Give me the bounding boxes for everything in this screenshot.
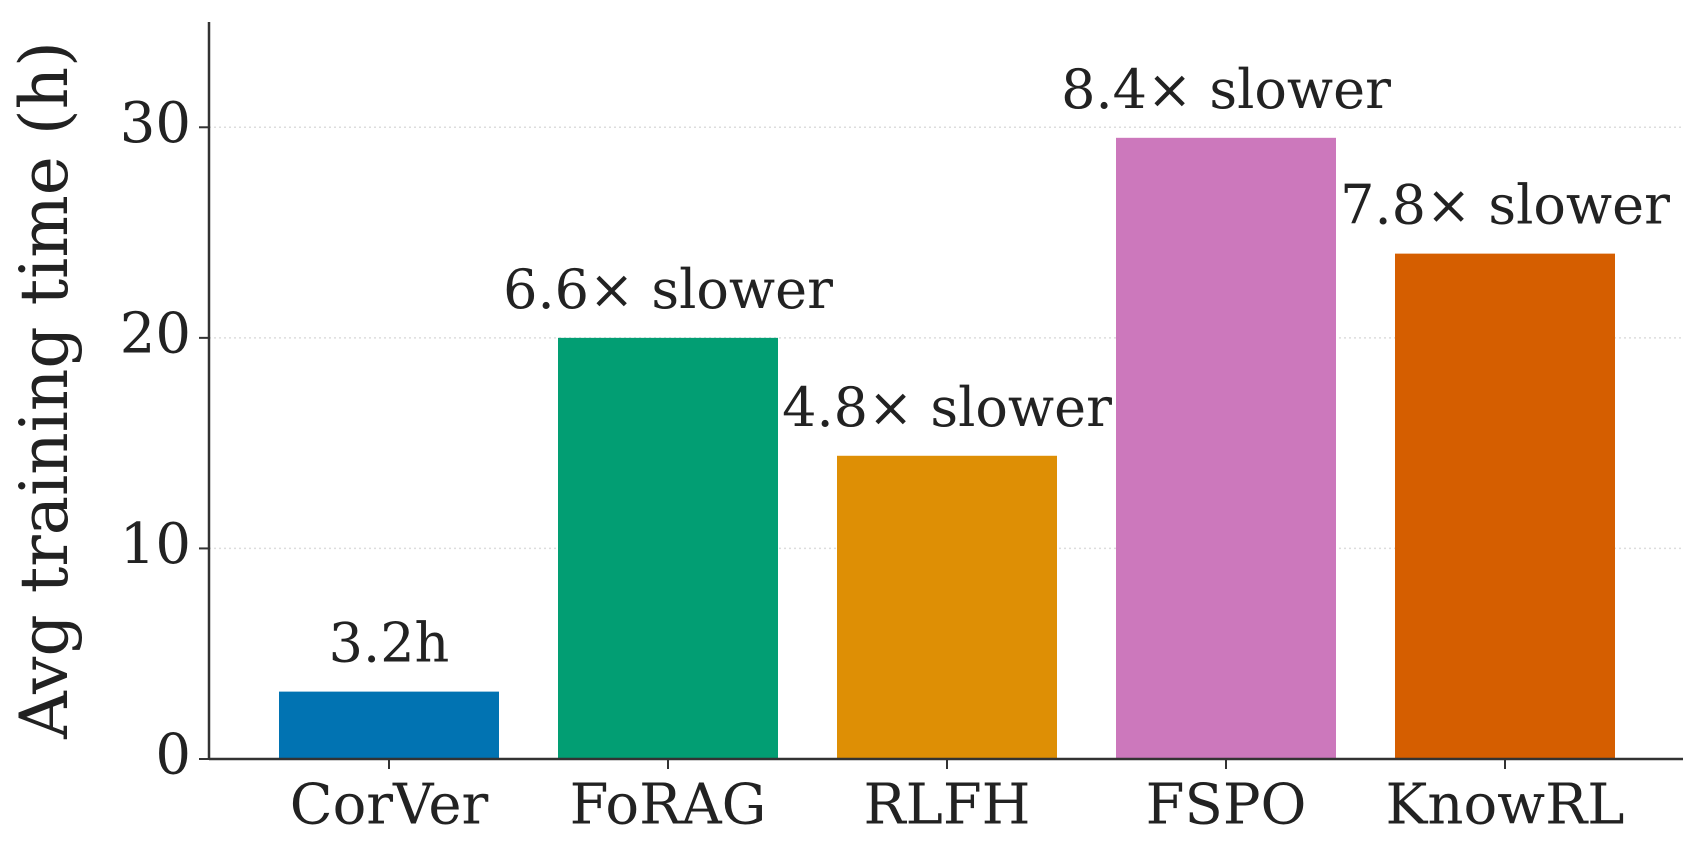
- bar: [1395, 253, 1615, 759]
- y-tick-label: 30: [120, 91, 191, 156]
- bar: [558, 337, 778, 759]
- x-tick-label: FSPO: [1146, 773, 1307, 838]
- bar: [1116, 137, 1336, 760]
- bar: [837, 455, 1057, 759]
- x-tick-label: CorVer: [290, 773, 489, 838]
- bar: [279, 691, 499, 759]
- x-tick-label: FoRAG: [570, 773, 767, 838]
- x-tick-label: RLFH: [863, 773, 1030, 838]
- x-tick-label: KnowRL: [1386, 773, 1625, 838]
- y-tick-label: 20: [120, 301, 191, 366]
- y-axis-label: Avg training time (h): [6, 41, 83, 740]
- y-tick-label: 10: [120, 512, 191, 577]
- y-tick-label: 0: [155, 723, 191, 788]
- bar-annotation: 6.6× slower: [503, 258, 833, 321]
- bar-annotation: 4.8× slower: [782, 376, 1112, 439]
- bar-annotation: 8.4× slower: [1061, 58, 1391, 121]
- bar-annotation: 7.8× slower: [1340, 174, 1670, 237]
- bar-annotation: 3.2h: [329, 612, 450, 675]
